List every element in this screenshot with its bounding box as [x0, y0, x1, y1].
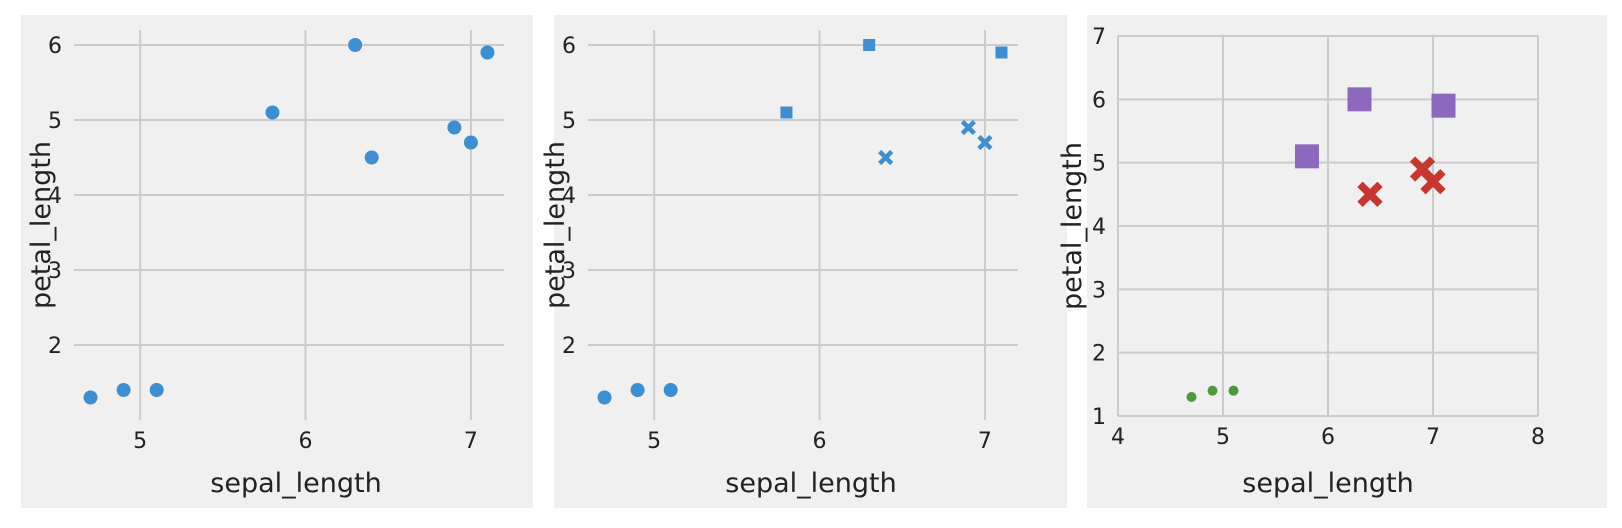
y-tick-label: 5 — [48, 109, 62, 134]
y-tick-label: 3 — [1092, 278, 1106, 303]
x-axis-label: sepal_length — [725, 468, 896, 499]
y-tick-label: 3 — [562, 259, 576, 284]
data-point — [1228, 385, 1239, 396]
chart-panel-2 — [554, 15, 1067, 508]
x-tick-label: 5 — [647, 429, 661, 454]
data-point — [995, 46, 1008, 59]
data-point — [83, 390, 98, 405]
chart-3: 4 5 6 7 8 1 2 3 4 5 6 7 sepal_length petal_length — [1057, 25, 1545, 499]
y-tick-label: 4 — [48, 184, 62, 209]
data-point — [1207, 385, 1218, 396]
x-axis-label: sepal_length — [1242, 468, 1413, 499]
data-point — [1357, 181, 1383, 207]
data-point — [780, 106, 793, 119]
x-axis-label: sepal_length — [210, 468, 381, 499]
y-tick-label: 1 — [1092, 405, 1106, 430]
chart-1: 5 6 7 2 3 4 5 6 sepal_length petal_length — [26, 30, 504, 499]
data-point — [116, 383, 131, 397]
data-point — [1295, 144, 1319, 169]
x-tick-label: 7 — [464, 429, 478, 454]
x-tick-label: 5 — [1216, 425, 1230, 450]
chart-panel-3 — [1087, 15, 1607, 508]
data-point — [463, 135, 478, 150]
y-tick-label: 5 — [1092, 152, 1106, 177]
x-tick-label: 6 — [813, 429, 827, 454]
data-point — [663, 383, 678, 397]
y-tick-label: 2 — [562, 334, 576, 359]
y-tick-label: 6 — [1092, 88, 1106, 113]
data-point — [348, 38, 363, 52]
y-tick-label: 6 — [48, 34, 62, 59]
x-tick-label: 8 — [1531, 425, 1545, 450]
data-point — [960, 119, 976, 136]
data-point — [863, 39, 876, 51]
data-point — [878, 149, 894, 166]
y-tick-label: 7 — [1092, 25, 1106, 50]
y-tick-label: 4 — [562, 184, 576, 209]
data-point — [265, 105, 280, 120]
y-tick-label: 4 — [1092, 215, 1106, 240]
x-tick-label: 6 — [1321, 425, 1335, 450]
data-point — [630, 383, 645, 397]
y-tick-label: 2 — [48, 334, 62, 359]
data-point — [149, 383, 164, 397]
x-tick-label: 5 — [133, 429, 147, 454]
data-point — [447, 120, 462, 135]
y-tick-label: 6 — [562, 34, 576, 59]
x-tick-label: 7 — [1426, 425, 1440, 450]
data-point — [364, 150, 379, 165]
x-tick-label: 7 — [978, 429, 992, 454]
chart-panel-1 — [21, 15, 533, 508]
chart-2: 5 6 7 2 3 4 5 6 sepal_length petal_length — [540, 30, 1018, 499]
y-axis-label: petal_length — [26, 141, 57, 309]
y-tick-label: 2 — [1092, 342, 1106, 367]
x-tick-label: 4 — [1111, 425, 1125, 450]
data-point — [1431, 93, 1456, 118]
data-point — [977, 134, 993, 151]
data-point — [1420, 169, 1446, 195]
data-point — [1186, 392, 1197, 402]
data-point — [480, 45, 495, 60]
data-point — [597, 390, 612, 405]
x-tick-label: 6 — [299, 429, 313, 454]
y-axis-label: petal_length — [1057, 142, 1088, 310]
data-point — [1347, 87, 1372, 112]
y-axis-label: petal_length — [540, 141, 571, 309]
y-tick-label: 3 — [48, 259, 62, 284]
y-tick-label: 5 — [562, 109, 576, 134]
